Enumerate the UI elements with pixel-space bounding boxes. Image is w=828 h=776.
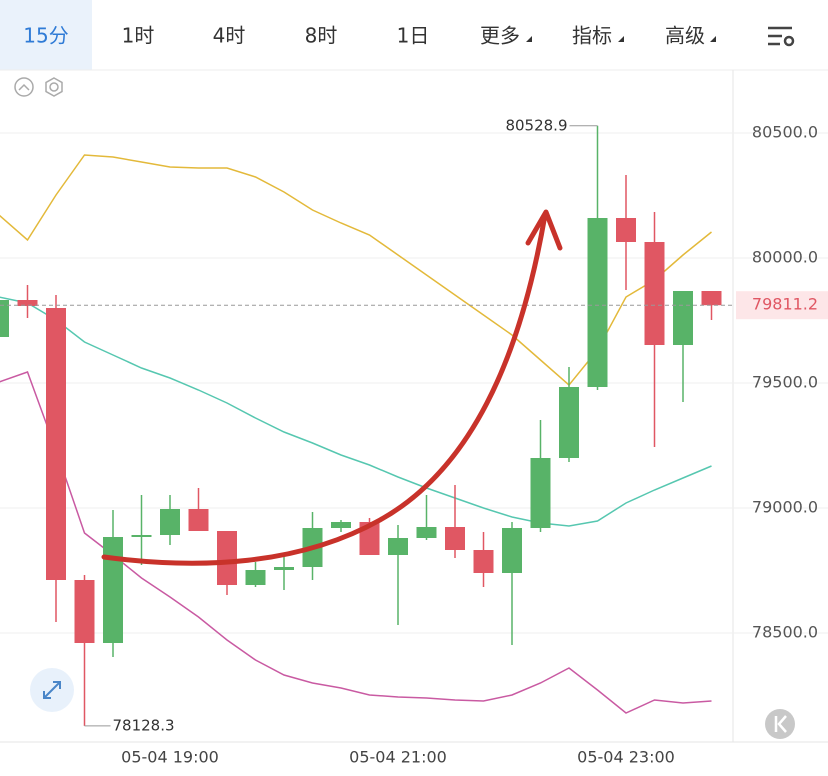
- band-line: [0, 296, 712, 527]
- tab[interactable]: 8时: [305, 24, 338, 48]
- y-tick-label: 78500.0: [752, 623, 818, 642]
- candle-body: [188, 509, 209, 531]
- plot: 80528.9 78128.3: [0, 116, 733, 734]
- tab[interactable]: 1日: [397, 24, 430, 48]
- candle-body: [160, 509, 180, 535]
- last-price-box: [736, 291, 828, 320]
- x-tick-label: 05-04 19:00: [121, 748, 219, 767]
- grid: [0, 132, 828, 634]
- low-label: 78128.3: [113, 716, 175, 734]
- y-tick-label: 79000.0: [752, 498, 818, 517]
- candle-body: [74, 580, 95, 643]
- candle-body: [0, 300, 9, 337]
- candle-body: [131, 535, 152, 537]
- candle-body: [473, 550, 494, 573]
- y-tick-label: 79500.0: [752, 373, 818, 392]
- settings-icon[interactable]: [768, 26, 795, 47]
- dropdown-triangles: [526, 36, 716, 42]
- candle-body: [644, 242, 665, 345]
- candle-body: [416, 527, 437, 538]
- y-tick-label: 80500.0: [752, 123, 818, 142]
- active-tab-bg: [0, 0, 92, 70]
- candle-body: [245, 570, 266, 585]
- indicator-icons[interactable]: [14, 77, 63, 97]
- axes: 78500.0 79000.0 79500.0 80000.0 80500.0 05-04…: [121, 123, 828, 767]
- candle-body: [559, 387, 579, 458]
- tab[interactable]: 更多: [480, 24, 520, 48]
- candle-body: [587, 218, 608, 387]
- expand-button[interactable]: [30, 668, 74, 712]
- candle-body: [103, 537, 123, 643]
- candle-body: [701, 291, 722, 306]
- tab-bar: 15分 1时 4时 8时 1日 更多 指标 高级: [23, 24, 705, 48]
- candle-body: [530, 458, 551, 528]
- candle-body: [331, 522, 351, 528]
- candle-body: [445, 527, 465, 550]
- high-label: 80528.9: [505, 116, 567, 134]
- trend-arrowhead: [525, 209, 563, 251]
- candle-body: [274, 567, 294, 570]
- last-price-label: 79811.2: [752, 295, 818, 314]
- tab[interactable]: 指标: [572, 24, 612, 48]
- x-tick-label: 05-04 23:00: [577, 748, 675, 767]
- candle-body: [502, 528, 522, 573]
- candle-body: [46, 308, 66, 580]
- candle-body: [217, 531, 237, 585]
- x-tick-label: 05-04 21:00: [349, 748, 447, 767]
- tab[interactable]: 4时: [213, 24, 246, 48]
- trend-arrow: [101, 212, 548, 566]
- candle-body: [673, 291, 693, 345]
- candle-body: [616, 218, 636, 242]
- candle-body: [17, 300, 38, 306]
- candle-body: [388, 538, 408, 555]
- y-tick-label: 80000.0: [752, 248, 818, 267]
- tab[interactable]: 高级: [665, 24, 705, 48]
- k-button[interactable]: [765, 709, 795, 739]
- tab[interactable]: 15分: [23, 24, 68, 48]
- tab[interactable]: 1时: [122, 24, 155, 48]
